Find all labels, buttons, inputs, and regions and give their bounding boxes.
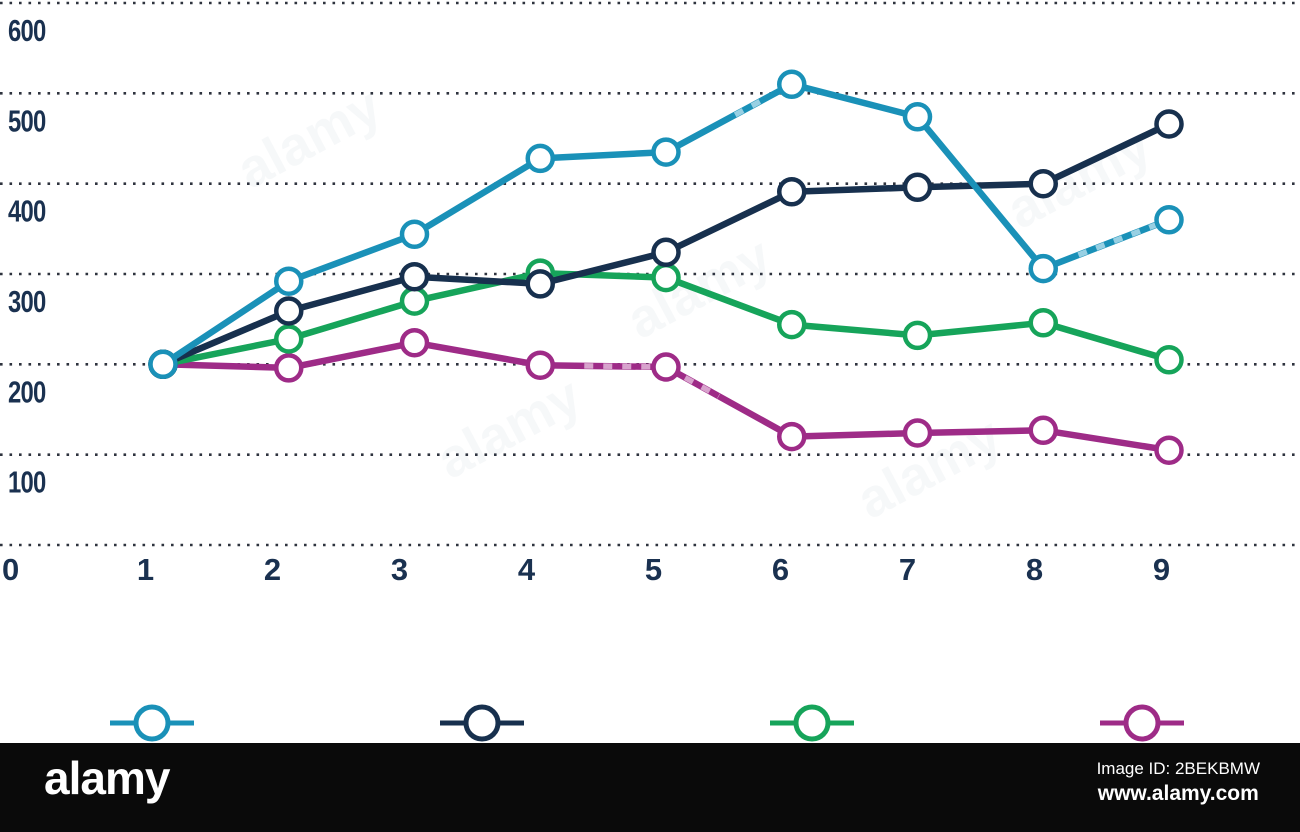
navy-series-point-4 bbox=[525, 269, 555, 299]
magenta-series-point-8 bbox=[1028, 415, 1058, 446]
faint-watermark-text-3: alamy bbox=[427, 366, 590, 491]
green-series-point-8 bbox=[1028, 308, 1058, 338]
x-tick-label-1: 1 bbox=[137, 552, 154, 587]
magenta-series-point-5 bbox=[651, 352, 681, 382]
x-tick-label-3: 3 bbox=[391, 552, 408, 587]
magenta-series-point-3 bbox=[399, 327, 430, 358]
magenta-series-point-6 bbox=[777, 421, 807, 452]
x-tick-label-8: 8 bbox=[1026, 552, 1043, 587]
magenta-series-point-9 bbox=[1154, 435, 1184, 465]
x-tick-label-0: 0 bbox=[2, 552, 18, 587]
x-tick-label-9: 9 bbox=[1153, 552, 1170, 587]
teal-series-watermark-dash-1 bbox=[733, 98, 763, 118]
teal-series-point-2 bbox=[274, 266, 304, 296]
image-id-block: Image ID: 2BEKBMW www.alamy.com bbox=[1097, 759, 1260, 806]
teal-series-point-9 bbox=[1154, 205, 1184, 235]
navy-series-point-6 bbox=[777, 177, 807, 207]
teal-series-point-5 bbox=[651, 137, 681, 167]
green-series-point-6 bbox=[777, 309, 807, 340]
alamy-url-label: www.alamy.com bbox=[1097, 782, 1259, 805]
teal-series-point-8 bbox=[1028, 253, 1058, 284]
green-series-point-2 bbox=[274, 324, 304, 354]
legend-item-green-series bbox=[770, 701, 854, 745]
navy-series-point-3 bbox=[399, 261, 430, 292]
navy-series-point-5 bbox=[651, 237, 681, 268]
navy-series-point-2 bbox=[274, 296, 304, 326]
y-tick-label-600: 600 bbox=[8, 13, 46, 48]
legend-marker-icon bbox=[770, 704, 854, 742]
green-series-point-3 bbox=[399, 286, 430, 316]
legend-marker-icon bbox=[110, 704, 194, 742]
x-tick-label-2: 2 bbox=[264, 552, 280, 587]
y-tick-label-300: 300 bbox=[8, 284, 46, 319]
faint-watermark-text-2: alamy bbox=[997, 116, 1160, 241]
image-id-label: Image ID: 2BEKBMW bbox=[1096, 759, 1260, 778]
alamy-logo: alamy bbox=[44, 752, 170, 804]
y-tick-label-100: 100 bbox=[8, 465, 46, 500]
magenta-series-point-4 bbox=[525, 350, 555, 380]
line-chart: 100 200 300 400 500 600 0 1 2 3 4 5 6 7 8 9 alamy alamy al… bbox=[0, 1, 1300, 587]
teal-series-point-1 bbox=[148, 349, 178, 380]
x-tick-label-6: 6 bbox=[772, 552, 789, 587]
navy-series-point-7 bbox=[902, 172, 933, 203]
green-series-point-5 bbox=[651, 262, 681, 293]
magenta-series-point-2 bbox=[274, 353, 304, 383]
legend-item-navy-series bbox=[440, 701, 524, 745]
x-tick-label-7: 7 bbox=[899, 552, 915, 587]
magenta-series-watermark-dash-0 bbox=[584, 363, 667, 370]
legend-marker-icon bbox=[440, 704, 524, 742]
chart-legend bbox=[0, 701, 1300, 745]
teal-series-watermark-dash-0 bbox=[1077, 221, 1160, 258]
green-series-point-9 bbox=[1154, 345, 1184, 375]
green-series-point-7 bbox=[902, 320, 933, 351]
x-tick-label-4: 4 bbox=[518, 552, 536, 587]
faint-watermark-text-0: alamy bbox=[227, 76, 390, 201]
teal-series-point-7 bbox=[902, 102, 933, 132]
x-tick-label-5: 5 bbox=[645, 552, 662, 587]
navy-series-point-8 bbox=[1028, 168, 1058, 199]
y-tick-label-400: 400 bbox=[8, 194, 46, 229]
navy-series-point-9 bbox=[1154, 109, 1184, 139]
legend-item-teal-series bbox=[110, 701, 194, 745]
teal-series-point-6 bbox=[777, 69, 807, 100]
y-tick-label-500: 500 bbox=[8, 103, 46, 138]
teal-series-point-3 bbox=[399, 219, 430, 250]
y-tick-label-200: 200 bbox=[8, 374, 46, 409]
teal-series-point-4 bbox=[525, 143, 555, 174]
magenta-series-point-7 bbox=[902, 418, 933, 448]
legend-marker-icon bbox=[1100, 704, 1184, 742]
alamy-watermark-bar: alamy Image ID: 2BEKBMW www.alamy.com bbox=[0, 743, 1300, 832]
legend-item-magenta-series bbox=[1100, 701, 1184, 745]
